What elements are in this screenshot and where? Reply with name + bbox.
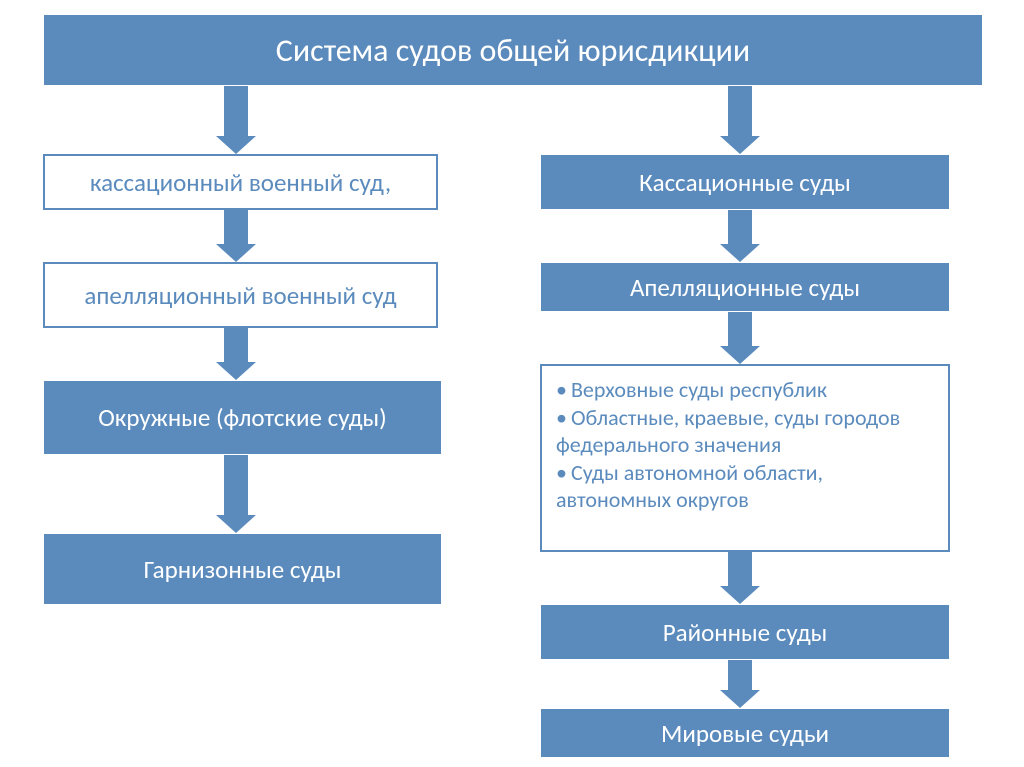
arrow-stem	[224, 455, 248, 515]
right-box-regional-list: Верховные суды республик Областные, крае…	[540, 364, 950, 552]
arrow-head	[216, 244, 256, 262]
label: кассационный военный суд,	[90, 167, 391, 198]
left-box-appellate-military: апелляционный военный суд	[43, 262, 438, 328]
arrow-stem	[728, 210, 752, 244]
arrow-left-3	[216, 455, 256, 533]
arrow-head	[720, 690, 760, 708]
arrow-stem	[728, 312, 752, 346]
arrow-left-1	[216, 210, 256, 262]
right-box-district: Районные суды	[540, 604, 950, 660]
arrow-head	[720, 346, 760, 364]
arrow-stem	[224, 210, 248, 244]
label: Кассационные суды	[639, 167, 851, 198]
label: Окружные (флотские суды)	[98, 402, 387, 433]
arrow-stem	[728, 660, 752, 690]
left-box-district-fleet: Окружные (флотские суды)	[43, 380, 442, 455]
arrow-head	[720, 586, 760, 604]
arrow-right-1	[720, 210, 760, 262]
arrow-stem	[728, 552, 752, 586]
title-text: Система судов общей юрисдикции	[276, 31, 750, 70]
arrow-left-2	[216, 328, 256, 380]
arrow-head	[720, 136, 760, 154]
arrow-head	[216, 136, 256, 154]
right-box-cassation: Кассационные суды	[540, 154, 950, 210]
list-item: Областные, краевые, суды городов федерал…	[556, 404, 934, 459]
arrow-head	[216, 515, 256, 533]
arrow-right-2	[720, 312, 760, 364]
right-box-magistrate: Мировые судьи	[540, 708, 950, 758]
arrow-stem	[224, 328, 248, 362]
list-item: Верховные суды республик	[556, 376, 934, 404]
arrow-stem	[728, 86, 752, 136]
list-item: Суды автономной области, автономных окру…	[556, 459, 934, 514]
left-box-cassation-military: кассационный военный суд,	[43, 154, 438, 210]
arrow-title-left	[216, 86, 256, 154]
arrow-right-4	[720, 660, 760, 708]
label: Мировые судьи	[661, 718, 829, 749]
label: Гарнизонные суды	[144, 554, 342, 585]
title-box: Система судов общей юрисдикции	[43, 14, 983, 86]
arrow-right-3	[720, 552, 760, 604]
arrow-stem	[224, 86, 248, 136]
arrow-title-right	[720, 86, 760, 154]
label: Апелляционные суды	[630, 272, 860, 303]
arrow-head	[720, 244, 760, 262]
left-box-garrison: Гарнизонные суды	[43, 533, 442, 605]
arrow-head	[216, 362, 256, 380]
label: апелляционный военный суд	[84, 280, 396, 311]
label: Районные суды	[663, 617, 828, 648]
right-box-appellate: Апелляционные суды	[540, 262, 950, 312]
